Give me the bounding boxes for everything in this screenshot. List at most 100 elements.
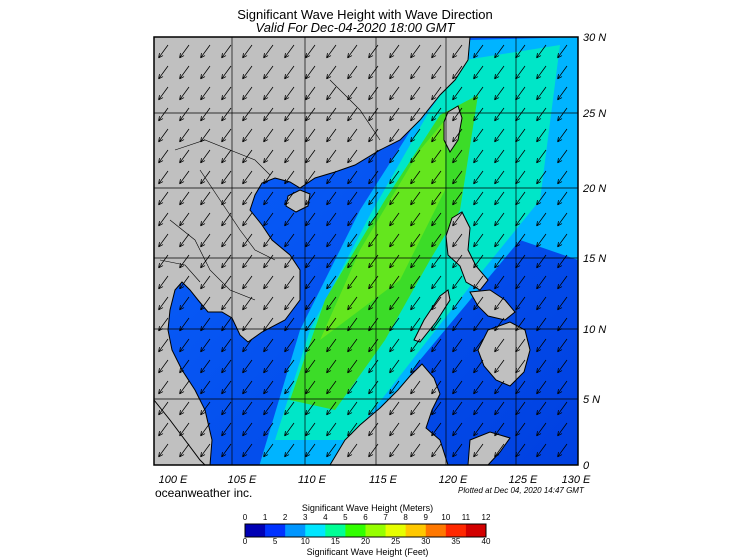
wave-arrow	[263, 275, 274, 290]
wave-arrow	[515, 233, 526, 248]
wave-arrow	[326, 128, 337, 143]
lat-label: 20 N	[582, 183, 606, 195]
wave-arrow	[326, 317, 337, 332]
wave-arrow	[473, 65, 484, 80]
plotted-timestamp: Plotted at Dec 04, 2020 14:47 GMT	[458, 486, 584, 495]
wave-arrow	[452, 317, 463, 332]
wave-arrow	[494, 233, 505, 248]
wave-arrow	[368, 170, 379, 185]
wave-arrow	[347, 149, 358, 164]
wave-arrow	[242, 65, 253, 80]
colorbar-tick-meters: 8	[403, 513, 408, 522]
wave-arrow	[368, 338, 379, 353]
wave-arrow	[536, 191, 547, 206]
wave-arrow	[347, 107, 358, 122]
borneo-island	[329, 363, 449, 465]
wave-arrow	[452, 254, 463, 269]
wave-arrow	[242, 380, 253, 395]
wave-arrow	[515, 317, 526, 332]
wave-arrow	[305, 86, 316, 101]
wave-arrow	[200, 275, 211, 290]
wave-arrow	[179, 338, 190, 353]
wave-arrow	[263, 317, 274, 332]
wave-arrow	[515, 422, 526, 437]
wave-arrow	[284, 422, 295, 437]
colorbar-segment	[465, 524, 487, 537]
wave-arrow	[326, 170, 337, 185]
wave-arrow	[431, 380, 442, 395]
wave-arrow	[305, 338, 316, 353]
wave-arrow	[305, 359, 316, 374]
wave-arrow	[305, 422, 316, 437]
wave-arrow	[263, 170, 274, 185]
wave-arrow	[221, 296, 232, 311]
wave-arrow	[452, 149, 463, 164]
colorbar-tick-feet: 30	[421, 537, 431, 546]
wave-arrow	[242, 149, 253, 164]
wave-arrow	[263, 65, 274, 80]
wave-arrow	[494, 443, 505, 458]
wave-arrow	[221, 65, 232, 80]
wave-arrow	[347, 443, 358, 458]
wave-arrow	[473, 149, 484, 164]
wave-arrow	[473, 443, 484, 458]
wave-arrow	[410, 254, 421, 269]
wave-arrow	[158, 401, 169, 416]
lon-label: 105 E	[228, 474, 257, 486]
wave-arrow	[473, 170, 484, 185]
wave-arrow	[263, 128, 274, 143]
wave-arrow	[389, 149, 400, 164]
wave-arrow	[410, 338, 421, 353]
wave-arrow	[221, 338, 232, 353]
border-line	[329, 79, 381, 141]
wave-arrow	[221, 86, 232, 101]
wave-arrow	[536, 338, 547, 353]
wave-arrow	[200, 422, 211, 437]
wave-arrow	[473, 191, 484, 206]
wave-arrow	[515, 149, 526, 164]
wave-arrow	[473, 233, 484, 248]
wave-arrow	[179, 296, 190, 311]
wave-arrow	[368, 149, 379, 164]
wave-arrow	[494, 191, 505, 206]
colorbar-segment	[305, 524, 326, 537]
wave-arrow	[536, 401, 547, 416]
wave-arrow	[473, 128, 484, 143]
wave-arrow	[515, 107, 526, 122]
wave-arrow	[326, 191, 337, 206]
wave-arrow	[494, 65, 505, 80]
wave-arrow	[305, 317, 316, 332]
wave-arrow	[536, 275, 547, 290]
wave-arrow	[179, 317, 190, 332]
wave-arrow	[515, 170, 526, 185]
wave-arrow	[452, 212, 463, 227]
wave-arrow	[326, 149, 337, 164]
wave-arrow	[557, 254, 568, 269]
wave-arrow	[158, 233, 169, 248]
wave-arrow	[242, 359, 253, 374]
wave-arrow	[158, 44, 169, 59]
wave-arrow	[536, 443, 547, 458]
wave-arrow	[368, 212, 379, 227]
wave-arrow	[473, 212, 484, 227]
wave-arrow	[347, 401, 358, 416]
wave-arrow	[515, 128, 526, 143]
colorbar-segment	[245, 524, 266, 537]
wave-arrow	[347, 212, 358, 227]
wave-arrow	[200, 254, 211, 269]
wave-arrow	[515, 212, 526, 227]
wave-arrow	[221, 128, 232, 143]
wave-arrow	[242, 212, 253, 227]
colorbar-tick-meters: 10	[441, 513, 451, 522]
lon-label: 115 E	[369, 474, 398, 486]
wave-arrow	[221, 149, 232, 164]
wave-arrow	[368, 191, 379, 206]
wave-arrow	[305, 296, 316, 311]
wave-arrow	[389, 44, 400, 59]
wave-arrow	[431, 422, 442, 437]
wave-arrow	[305, 443, 316, 458]
wave-arrow	[452, 275, 463, 290]
wave-arrow	[368, 65, 379, 80]
wave-arrow	[305, 44, 316, 59]
colorbar-tick-meters: 0	[242, 513, 248, 522]
